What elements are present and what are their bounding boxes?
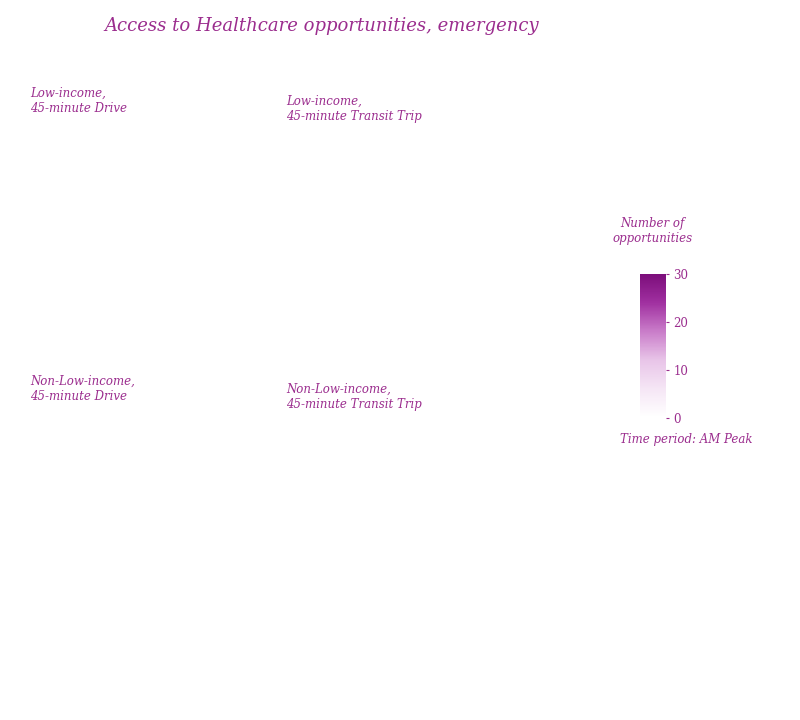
Text: Non-Low-income,
45-minute Drive: Non-Low-income, 45-minute Drive: [30, 375, 135, 403]
Text: Low-income,
45-minute Transit Trip: Low-income, 45-minute Transit Trip: [286, 95, 422, 122]
Text: Time period: AM Peak: Time period: AM Peak: [620, 433, 753, 446]
Text: Low-income,
45-minute Drive: Low-income, 45-minute Drive: [30, 87, 127, 115]
Text: Non-Low-income,
45-minute Transit Trip: Non-Low-income, 45-minute Transit Trip: [286, 383, 422, 410]
Text: Number of
opportunities: Number of opportunities: [613, 217, 693, 245]
Text: Access to Healthcare opportunities, emergency: Access to Healthcare opportunities, emer…: [104, 17, 538, 35]
